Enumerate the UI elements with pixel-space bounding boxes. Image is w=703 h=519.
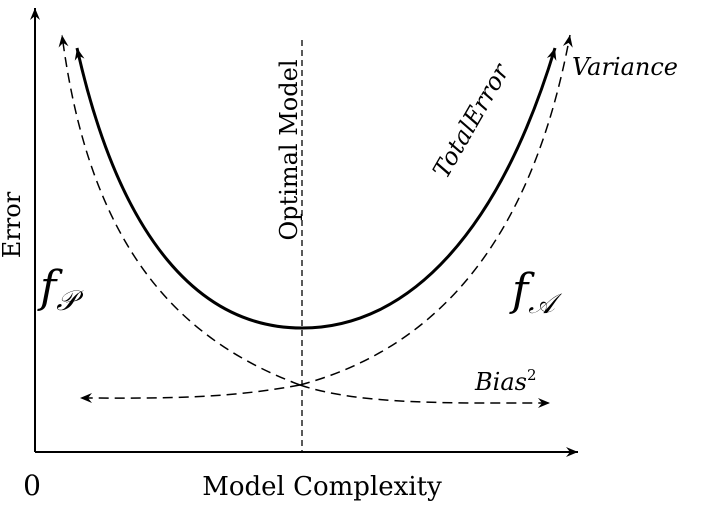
total-error-label: TotalError bbox=[427, 58, 515, 183]
optimal-model-label: Optimal Model bbox=[275, 60, 303, 241]
origin-label: 0 bbox=[23, 469, 41, 502]
variance-curve-right bbox=[299, 34, 573, 386]
x-axis-label: Model Complexity bbox=[202, 472, 442, 502]
variance-label: Variance bbox=[572, 53, 678, 81]
f-a-label: f𝒜 bbox=[509, 265, 562, 320]
total-error-curve bbox=[74, 47, 303, 330]
y-axis-label: Error bbox=[0, 191, 26, 258]
bias-squared-curve-left bbox=[58, 34, 301, 386]
variance-curve bbox=[79, 384, 301, 404]
bias-squared-label: Bias2 bbox=[474, 366, 536, 396]
f-p-label: f𝒫 bbox=[37, 262, 84, 317]
total-error-curve-right bbox=[301, 47, 557, 330]
bias-squared-curve bbox=[299, 384, 551, 409]
